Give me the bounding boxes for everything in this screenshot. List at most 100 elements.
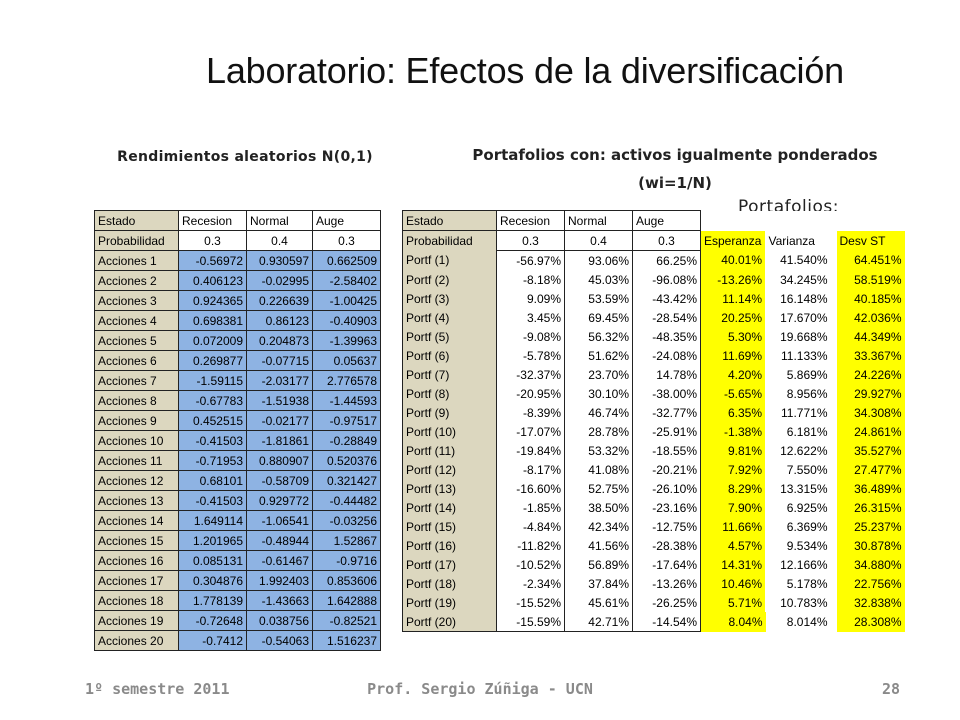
variance-cell: 5.178% <box>765 574 831 593</box>
table-cell: 1.52867 <box>312 530 381 551</box>
table-cell: -0.03256 <box>312 510 381 531</box>
spacer <box>765 210 831 231</box>
row-label: Portf (11) <box>402 441 497 460</box>
row-label: Acciones 5 <box>94 330 179 351</box>
std-dev-cell: 36.489% <box>836 479 905 498</box>
spacer <box>830 612 837 632</box>
row-label: Acciones 1 <box>94 250 179 271</box>
column-header: Auge <box>312 210 381 231</box>
table-cell: 51.62% <box>564 346 633 365</box>
table-cell: -16.60% <box>496 479 565 498</box>
std-dev-cell: 28.308% <box>836 612 905 632</box>
stat-header: Esperanza <box>700 230 766 251</box>
std-dev-cell: 27.477% <box>836 460 905 479</box>
expected-return-cell: 8.04% <box>700 612 766 632</box>
std-dev-cell: 44.349% <box>836 327 905 346</box>
table-cell: -4.84% <box>496 517 565 536</box>
table-row: Portf (14) -1.85% 38.50% -23.16% 7.90% 6.925%… <box>402 498 905 517</box>
table-cell: 1.201965 <box>178 530 247 551</box>
table-row: Portf (9) -8.39% 46.74% -32.77% 6.35% 11.771%… <box>402 403 905 422</box>
table-row: Acciones 6 0.269877 -0.07715 0.05637 <box>94 350 381 371</box>
column-header: Normal <box>246 210 313 231</box>
variance-cell: 12.622% <box>765 441 831 460</box>
table-cell: -32.37% <box>496 365 565 384</box>
row-label: Acciones 16 <box>94 550 179 571</box>
row-label: Portf (3) <box>402 289 497 308</box>
table-cell: -0.41503 <box>178 490 247 511</box>
table-row: Portf (4) 3.45% 69.45% -28.54% 20.25% 17.670%… <box>402 308 905 327</box>
variance-cell: 12.166% <box>765 555 831 574</box>
table-cell: -0.61467 <box>246 550 313 571</box>
table-cell: 0.204873 <box>246 330 313 351</box>
header-row: Estado Recesion Normal Auge <box>94 210 381 231</box>
table-cell: -0.7412 <box>178 630 247 651</box>
probability-label: Probabilidad <box>402 230 497 251</box>
table-cell: 56.89% <box>564 555 633 574</box>
table-row: Acciones 17 0.304876 1.992403 0.853606 <box>94 570 381 591</box>
table-cell: -2.34% <box>496 574 565 593</box>
spacer <box>830 441 837 460</box>
row-label: Acciones 9 <box>94 410 179 431</box>
variance-cell: 10.783% <box>765 593 831 612</box>
table-cell: 0.05637 <box>312 350 381 371</box>
table-cell: 1.992403 <box>246 570 313 591</box>
column-header: Estado <box>402 210 497 231</box>
table-cell: -5.78% <box>496 346 565 365</box>
variance-cell: 11.133% <box>765 346 831 365</box>
table-cell: 0.86123 <box>246 310 313 331</box>
table-row: Acciones 11 -0.71953 0.880907 0.520376 <box>94 450 381 471</box>
page-number: 28 <box>881 680 900 698</box>
row-label: Acciones 13 <box>94 490 179 511</box>
row-label: Acciones 4 <box>94 310 179 331</box>
table-row: Portf (11) -19.84% 53.32% -18.55% 9.81% 12.62… <box>402 441 905 460</box>
slide-title: Laboratorio: Efectos de la diversificaci… <box>206 50 844 91</box>
table-cell: -28.54% <box>632 308 701 327</box>
table-cell: -18.55% <box>632 441 701 460</box>
table-cell: -1.39963 <box>312 330 381 351</box>
table-row: Acciones 20 -0.7412 -0.54063 1.516237 <box>94 630 381 651</box>
std-dev-cell: 30.878% <box>836 536 905 555</box>
table-row: Portf (15) -4.84% 42.34% -12.75% 11.66% 6.369… <box>402 517 905 536</box>
column-header: Normal <box>564 210 633 231</box>
row-label: Acciones 11 <box>94 450 179 471</box>
table-cell: 0.68101 <box>178 470 247 491</box>
row-label: Acciones 19 <box>94 610 179 631</box>
table-cell: -12.75% <box>632 517 701 536</box>
table-cell: -15.52% <box>496 593 565 612</box>
table-cell: -28.38% <box>632 536 701 555</box>
table-cell: 0.880907 <box>246 450 313 471</box>
expected-return-cell: 6.35% <box>700 403 766 422</box>
spacer <box>830 210 837 231</box>
expected-return-cell: 7.90% <box>700 498 766 517</box>
table-cell: -1.59115 <box>178 370 247 391</box>
table-cell: 0.452515 <box>178 410 247 431</box>
spacer <box>830 403 837 422</box>
row-label: Portf (18) <box>402 574 497 593</box>
spacer <box>830 517 837 536</box>
std-dev-cell: 64.451% <box>836 250 905 270</box>
table-cell: -25.91% <box>632 422 701 441</box>
row-label: Portf (12) <box>402 460 497 479</box>
table-cell: 3.45% <box>496 308 565 327</box>
row-label: Portf (15) <box>402 517 497 536</box>
table-cell: -0.67783 <box>178 390 247 411</box>
variance-cell: 6.925% <box>765 498 831 517</box>
table-cell: 23.70% <box>564 365 633 384</box>
table-cell: 37.84% <box>564 574 633 593</box>
expected-return-cell: 20.25% <box>700 308 766 327</box>
row-label: Portf (20) <box>402 612 497 632</box>
table-cell: -1.44593 <box>312 390 381 411</box>
variance-cell: 19.668% <box>765 327 831 346</box>
table-row: Acciones 7 -1.59115 -2.03177 2.776578 <box>94 370 381 391</box>
table-cell: -11.82% <box>496 536 565 555</box>
row-label: Portf (16) <box>402 536 497 555</box>
table-cell: -1.85% <box>496 498 565 517</box>
table-cell: 53.59% <box>564 289 633 308</box>
table-cell: -0.9716 <box>312 550 381 571</box>
row-label: Portf (9) <box>402 403 497 422</box>
table-cell: 1.642888 <box>312 590 381 611</box>
expected-return-cell: 7.92% <box>700 460 766 479</box>
column-header: Recesion <box>178 210 247 231</box>
spacer <box>830 365 837 384</box>
left-table-heading: Rendimientos aleatorios N(0,1) <box>117 149 373 165</box>
